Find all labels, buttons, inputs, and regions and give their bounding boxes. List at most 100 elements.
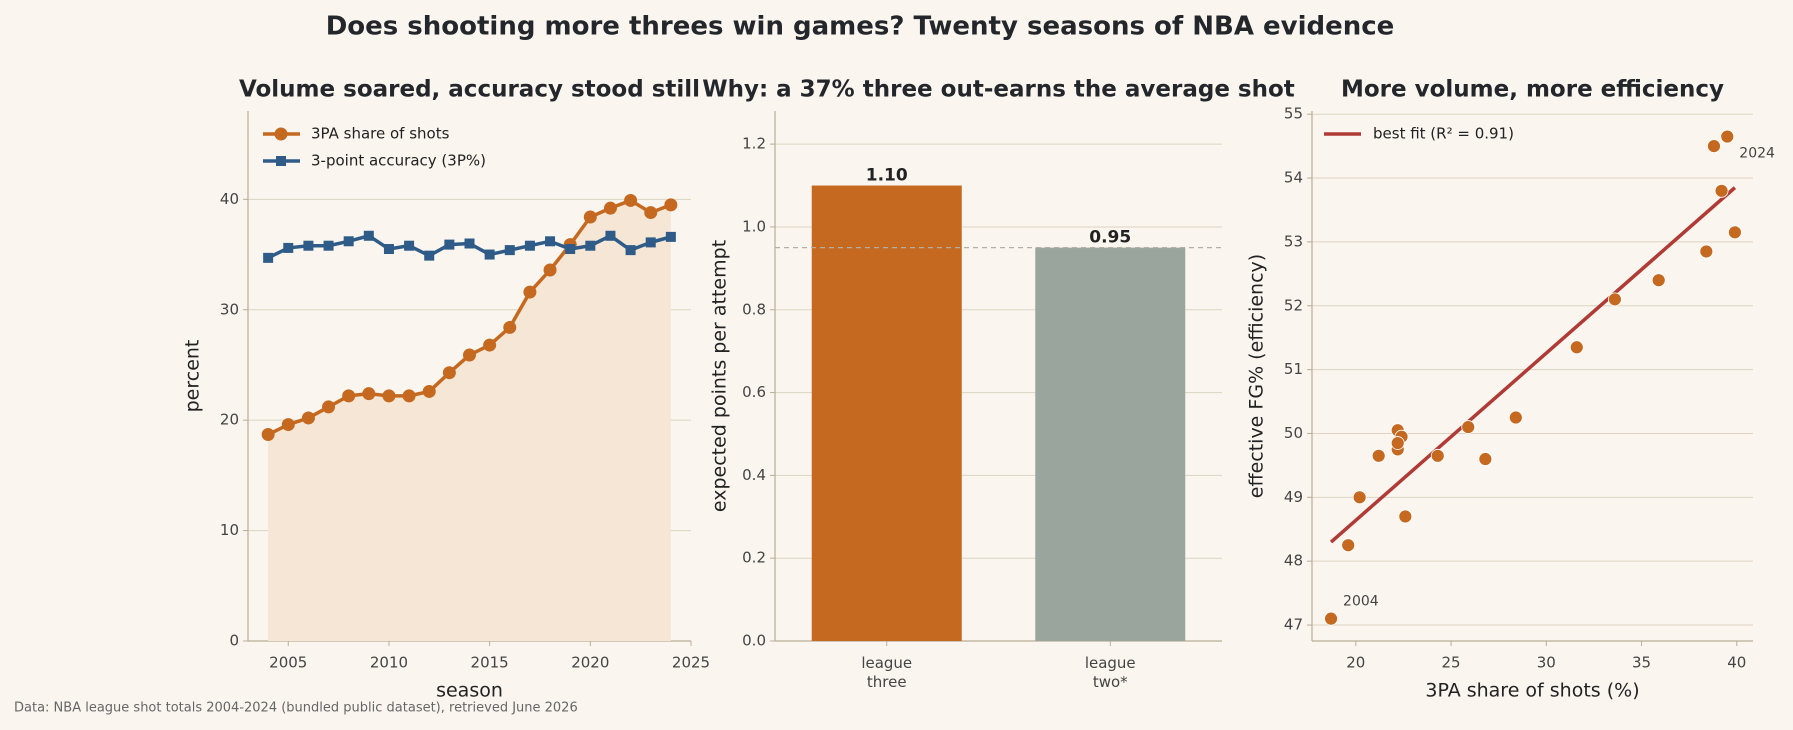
point — [281, 418, 295, 432]
point — [422, 384, 436, 398]
x-tick-label: 2015 — [471, 654, 509, 672]
fit-line — [1329, 186, 1737, 544]
point — [463, 348, 476, 362]
point — [545, 236, 556, 247]
point — [605, 230, 616, 241]
x-tick-label: 35 — [1632, 654, 1651, 672]
point — [645, 237, 656, 248]
point — [1728, 225, 1742, 240]
point — [303, 240, 314, 251]
bar — [811, 185, 962, 641]
y-tick-label: 0 — [229, 632, 239, 650]
point — [424, 250, 435, 261]
point — [523, 285, 537, 299]
figure-title: Does shooting more threes win games? Twe… — [326, 12, 1395, 42]
point — [1341, 538, 1356, 553]
point — [543, 263, 557, 277]
x-axis-label: 3PA share of shots (%) — [1425, 680, 1639, 702]
point — [625, 245, 636, 256]
legend-label: best fit (R² = 0.91) — [1373, 125, 1514, 143]
point — [583, 210, 597, 224]
x-axis-label: season — [436, 680, 503, 702]
legend-label: 3-point accuracy (3P%) — [311, 152, 486, 170]
point — [503, 320, 517, 334]
point — [322, 400, 336, 414]
point — [283, 242, 294, 253]
point — [624, 193, 638, 207]
y-tick-label: 0.4 — [742, 466, 766, 484]
point — [1707, 139, 1721, 154]
point — [603, 201, 617, 215]
point — [402, 389, 416, 403]
point — [261, 428, 275, 442]
x-tick-label: 25 — [1442, 654, 1461, 672]
y-tick-label: 53 — [1284, 232, 1303, 250]
y-tick-label: 47 — [1284, 616, 1303, 634]
x-tick-label: 2025 — [672, 654, 710, 672]
point — [644, 206, 658, 220]
source-note: Data: NBA league shot totals 2004-2024 (… — [14, 701, 578, 716]
point — [444, 239, 455, 250]
x-tick-label: 20 — [1346, 654, 1365, 672]
y-tick-label: 0.2 — [742, 549, 766, 567]
point — [1398, 509, 1413, 524]
point — [301, 411, 315, 425]
y-axis-label: effective FG% (efficiency) — [1246, 254, 1268, 498]
legend-marker — [274, 127, 288, 141]
point — [1352, 490, 1367, 505]
point — [565, 244, 576, 255]
point — [383, 244, 394, 255]
point — [524, 240, 535, 251]
point — [1324, 611, 1338, 626]
y-tick-label: 48 — [1284, 552, 1303, 570]
y-tick-label: 0.0 — [742, 632, 766, 650]
y-tick-label: 55 — [1284, 105, 1303, 123]
point — [1720, 129, 1735, 144]
point — [664, 198, 678, 212]
annotation: 2024 — [1739, 146, 1775, 162]
legend-marker — [276, 156, 286, 166]
point — [1714, 183, 1729, 198]
annotation: 2004 — [1343, 594, 1379, 610]
point — [343, 236, 354, 247]
x-tick-label: 2005 — [269, 654, 307, 672]
point — [1508, 410, 1523, 425]
y-tick-label: 1.0 — [742, 217, 766, 235]
area — [268, 200, 671, 641]
point — [382, 389, 396, 403]
x-tick-label: 2010 — [370, 654, 408, 672]
y-tick-label: 49 — [1284, 488, 1303, 506]
x-tick-label: 2020 — [571, 654, 609, 672]
point — [1461, 420, 1476, 434]
y-tick-label: 0.8 — [742, 300, 766, 318]
value-label: 0.95 — [1089, 228, 1131, 248]
point — [404, 240, 415, 251]
value-label: 1.10 — [866, 166, 908, 186]
y-tick-label: 30 — [220, 300, 239, 318]
point — [342, 389, 356, 403]
x-tick-label: 30 — [1537, 654, 1556, 672]
y-tick-label: 20 — [220, 411, 239, 429]
x-tick-label: 40 — [1727, 654, 1746, 672]
point — [484, 249, 495, 260]
panel-title: More volume, more efficiency — [1341, 77, 1724, 103]
y-tick-label: 51 — [1284, 360, 1303, 378]
point — [1569, 340, 1584, 355]
point — [1607, 292, 1622, 307]
bar — [1035, 247, 1186, 641]
point — [1390, 436, 1405, 450]
point — [665, 231, 676, 242]
legend-label: 3PA share of shots — [311, 125, 450, 143]
y-tick-label: 40 — [220, 190, 239, 208]
point — [504, 245, 515, 256]
point — [1371, 448, 1386, 463]
point — [1430, 448, 1445, 463]
point — [585, 240, 596, 251]
point — [323, 240, 334, 251]
point — [464, 238, 475, 249]
y-tick-label: 1.2 — [742, 135, 766, 153]
panel-title: Volume soared, accuracy stood still — [239, 77, 700, 103]
y-tick-label: 0.6 — [742, 383, 766, 401]
point — [442, 366, 456, 380]
